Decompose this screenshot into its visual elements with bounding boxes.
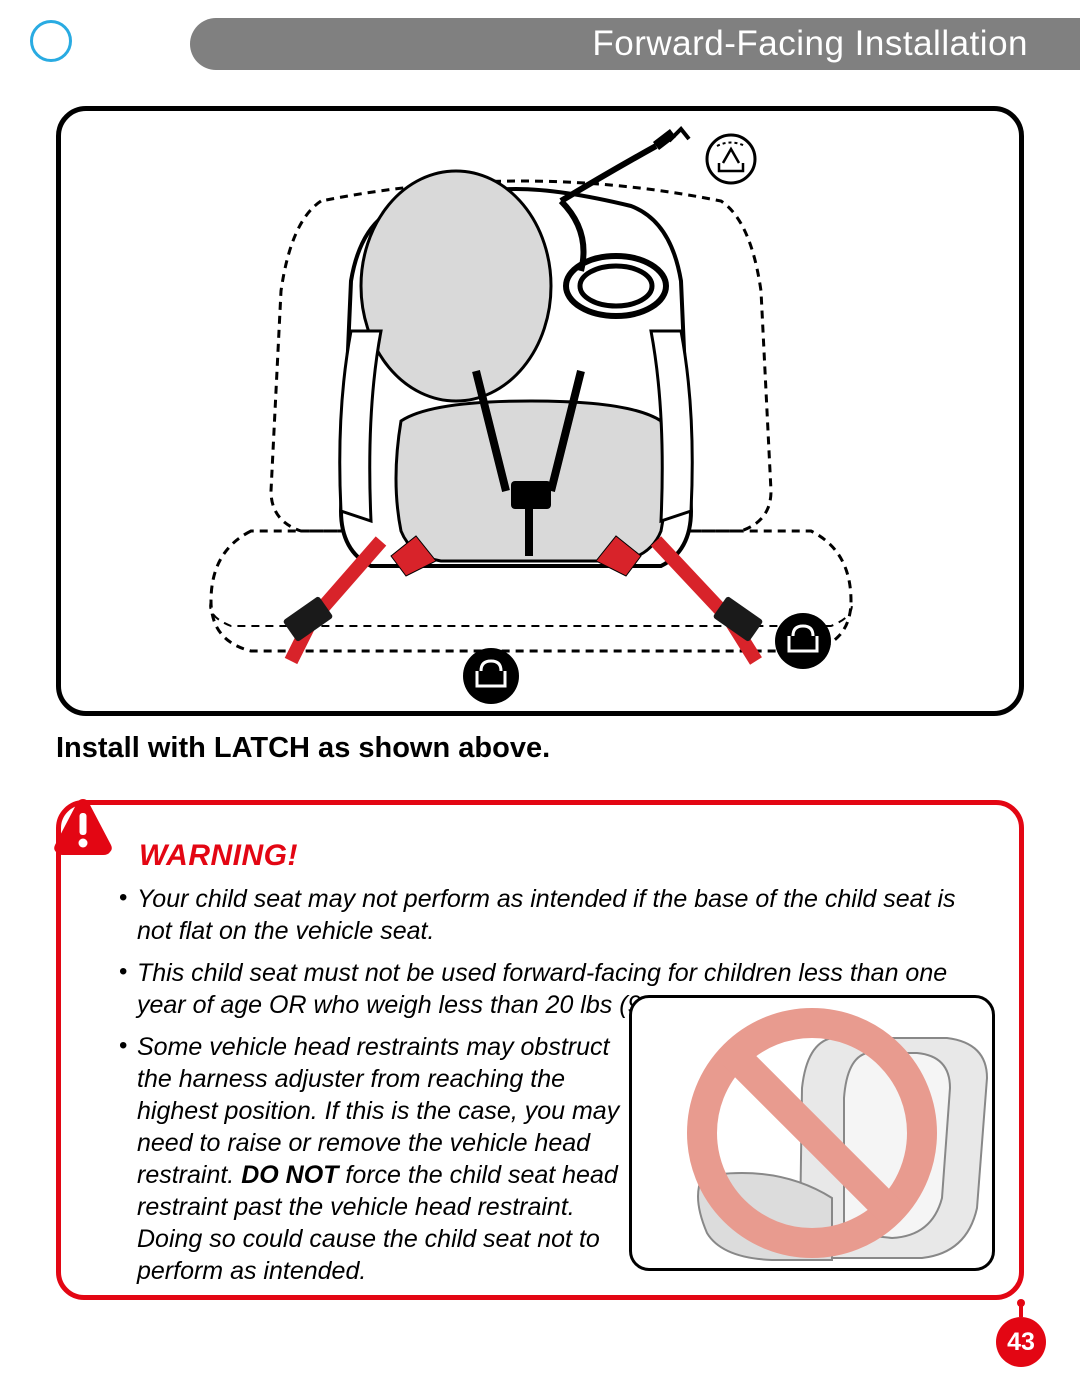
warning-bold: DO NOT xyxy=(241,1161,338,1189)
corner-circle-marker xyxy=(30,20,72,62)
page-number-text: 43 xyxy=(1007,1328,1035,1357)
warning-title: WARNING! xyxy=(139,839,991,873)
car-seat-svg xyxy=(61,111,1019,711)
prohibition-illustration xyxy=(629,995,995,1271)
page-container: Forward-Facing Installation xyxy=(0,0,1080,1397)
warning-triangle-icon xyxy=(53,797,113,857)
header-title: Forward-Facing Installation xyxy=(592,24,1028,64)
warning-box: WARNING! Your child seat may not perform… xyxy=(56,800,1024,1300)
warning-item: Some vehicle head restraints may obstruc… xyxy=(119,1031,639,1287)
warning-item: Your child seat may not perform as inten… xyxy=(119,883,991,947)
installation-illustration xyxy=(56,106,1024,716)
header-bar: Forward-Facing Installation xyxy=(190,18,1080,70)
page-number-badge: 43 xyxy=(996,1317,1046,1367)
install-caption: Install with LATCH as shown above. xyxy=(56,732,550,765)
